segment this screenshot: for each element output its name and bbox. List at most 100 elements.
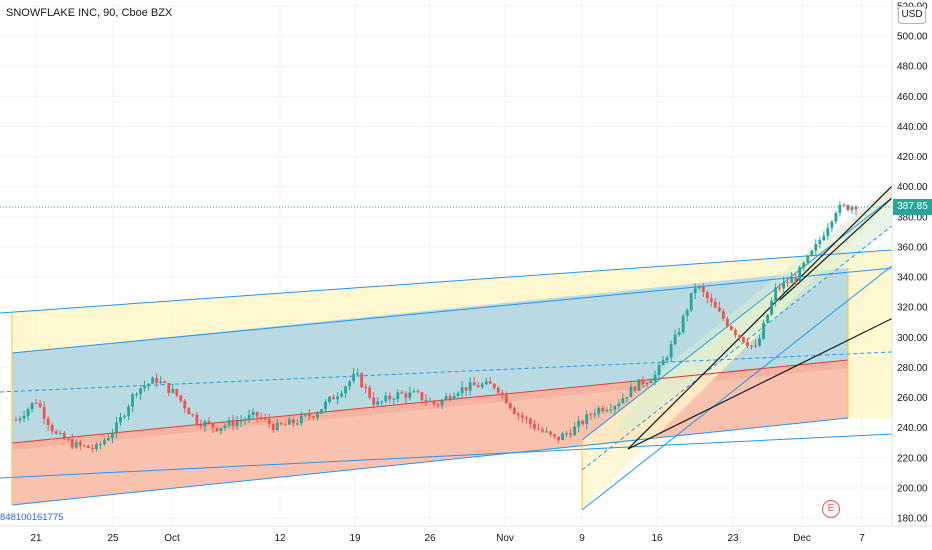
candle-body — [725, 318, 729, 327]
time-axis[interactable]: 21 25 Oct 12 19 26 Nov 9 16 23 Dec 7 — [30, 533, 865, 544]
candle-body — [159, 381, 163, 384]
candle-body — [842, 204, 846, 206]
candle-body — [115, 422, 118, 434]
candle-body — [798, 267, 802, 281]
candle-body — [713, 301, 717, 308]
candle-body — [384, 395, 388, 402]
candle-body — [432, 400, 436, 405]
candle-body — [786, 282, 790, 284]
candle-body — [356, 373, 360, 375]
candle-body — [701, 286, 705, 293]
candle-body — [533, 423, 536, 429]
candle-body — [621, 398, 625, 404]
candle-body — [279, 422, 283, 425]
candle-body — [738, 335, 741, 338]
candle-body — [834, 212, 838, 222]
candle-body — [476, 385, 480, 388]
candle-body — [380, 401, 384, 403]
candle-body — [143, 385, 147, 389]
candle-body — [641, 379, 645, 385]
x-tick-label: 9 — [579, 533, 585, 544]
candle-body — [649, 381, 653, 384]
candle-body — [259, 416, 263, 419]
candle-body — [782, 282, 786, 289]
x-tick-label: 25 — [107, 533, 119, 544]
candle-body — [151, 377, 155, 384]
candle-body — [460, 387, 464, 394]
y-tick-label: 340.00 — [897, 273, 928, 284]
candle-body — [275, 422, 279, 431]
candle-body — [758, 338, 761, 346]
candle-body — [669, 344, 673, 358]
candle-body — [729, 326, 733, 330]
candle-body — [456, 393, 460, 396]
candle-body — [846, 205, 850, 211]
candle-body — [404, 393, 408, 398]
candle-body — [468, 382, 472, 391]
candle-body — [14, 420, 18, 422]
candle-body — [822, 235, 826, 240]
candle-body — [617, 403, 621, 407]
candle-body — [312, 416, 315, 418]
y-tick-label: 380.00 — [897, 212, 928, 223]
candle-body — [263, 418, 267, 420]
candle-body — [814, 244, 818, 251]
trendline-black-steep — [627, 184, 894, 450]
candle-body — [766, 314, 769, 323]
candle-body — [336, 396, 339, 400]
channel-yellow-outer-fill — [12, 250, 892, 353]
candle-body — [340, 393, 343, 397]
candle-body — [167, 383, 171, 393]
channel-lower-line — [11, 417, 849, 506]
candle-body — [223, 425, 227, 428]
candle-body — [685, 310, 689, 316]
candle-body — [227, 420, 231, 426]
x-tick-label: 12 — [274, 533, 286, 544]
y-tick-label: 280.00 — [897, 363, 928, 374]
candle-body — [396, 392, 400, 400]
candle-body — [320, 409, 323, 414]
candle-body — [271, 424, 275, 431]
candle-body — [235, 421, 239, 426]
candle-body — [561, 433, 565, 441]
price-axis[interactable]: 180.00 200.00 220.00 240.00 260.00 280.00 300.… — [897, 2, 928, 525]
x-tick-label: 21 — [30, 533, 42, 544]
y-tick-label: 240.00 — [897, 423, 928, 434]
candle-body — [464, 387, 468, 391]
candle-body — [746, 341, 749, 346]
candle-body — [171, 389, 175, 393]
candle-body — [207, 421, 211, 424]
candle-body — [665, 357, 669, 361]
trendline-black-shallow — [627, 317, 894, 450]
candle-body — [448, 396, 452, 399]
candle-body — [420, 392, 424, 400]
candle-body — [472, 382, 476, 386]
candle-body — [549, 431, 552, 435]
y-tick-label: 460.00 — [897, 92, 928, 103]
earnings-marker[interactable]: E — [822, 500, 840, 518]
candle-body — [625, 397, 629, 399]
candle-body — [291, 419, 295, 424]
candle-body — [802, 262, 806, 268]
y-tick-label: 360.00 — [897, 242, 928, 253]
candle-body — [50, 425, 54, 432]
candle-body — [22, 416, 26, 419]
candle-body — [854, 206, 858, 210]
candle-body — [589, 414, 593, 416]
candle-body — [577, 421, 581, 427]
currency-button[interactable]: USD — [898, 6, 926, 24]
candle-body — [637, 379, 641, 391]
candle-body — [774, 287, 778, 302]
candle-body — [762, 322, 765, 339]
y-tick-label: 180.00 — [897, 514, 928, 525]
candle-body — [838, 204, 842, 213]
candle-body — [512, 408, 516, 414]
candle-body — [82, 445, 86, 447]
candle-body — [283, 424, 287, 426]
x-tick-label: Nov — [496, 533, 514, 544]
candle-body — [183, 400, 187, 409]
candle-body — [299, 415, 303, 424]
candle-body — [66, 439, 70, 441]
y-tick-label: 400.00 — [897, 182, 928, 193]
